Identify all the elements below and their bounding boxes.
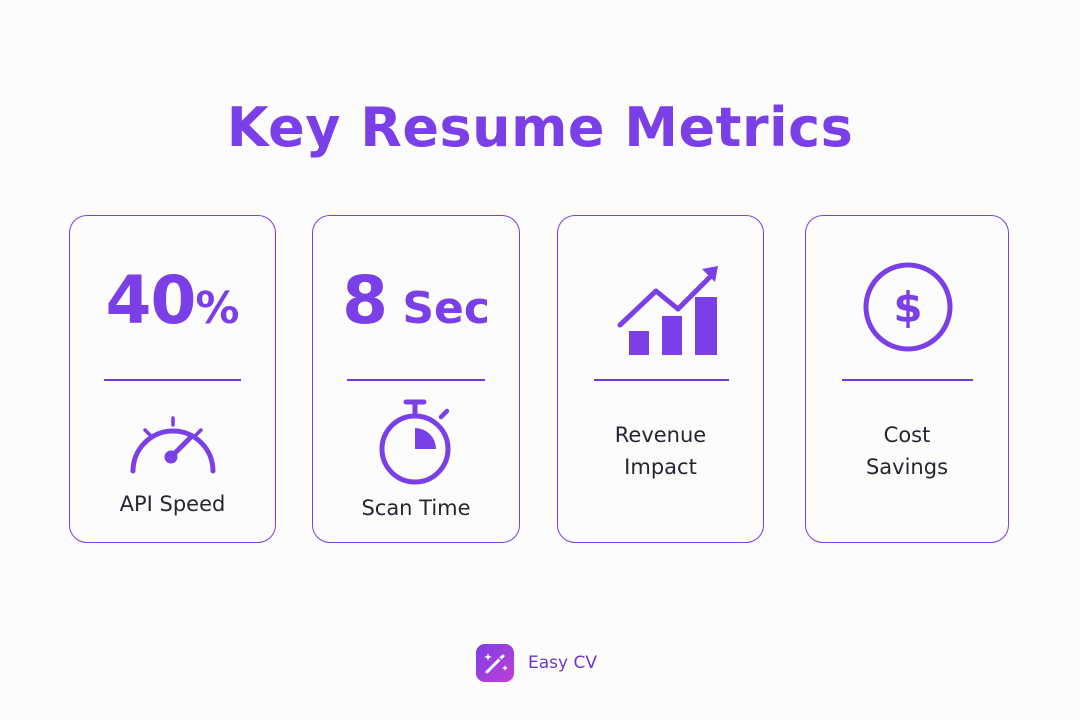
card-scan-time: 8 Sec Scan Time (312, 215, 520, 543)
card-label-line2: Savings (865, 455, 949, 479)
brand: Easy CV (476, 644, 597, 682)
card-label: API Speed (119, 492, 226, 516)
dollar-coin-icon: $ (863, 262, 953, 352)
card-divider (104, 379, 241, 381)
card-label-line2: Impact (624, 455, 697, 479)
page-title: Key Resume Metrics (226, 96, 854, 159)
card-divider (594, 379, 729, 381)
growth-chart-icon (617, 266, 718, 355)
card-cost-savings: $ Cost Savings (805, 215, 1009, 543)
card-label-line1: Cost (883, 423, 931, 447)
metric-number: 8 (342, 262, 388, 339)
card-revenue-impact: Revenue Impact (557, 215, 764, 543)
speedometer-icon (130, 416, 216, 474)
card-divider (347, 379, 485, 381)
card-divider (842, 379, 973, 381)
svg-text:$: $ (893, 283, 922, 332)
metric-unit: % (195, 283, 240, 334)
card-label-line1: Revenue (614, 423, 707, 447)
stopwatch-icon (379, 399, 451, 485)
magic-wand-icon (476, 644, 514, 682)
metric-value-scan-time: 8 Sec (313, 268, 519, 334)
brand-name: Easy CV (528, 653, 597, 673)
metric-value-api-speed: 40% (70, 268, 275, 334)
card-api-speed: 40% API Speed (69, 215, 276, 543)
metric-number: 40 (105, 262, 197, 339)
metric-unit: Sec (387, 283, 490, 334)
card-label: Scan Time (361, 496, 471, 520)
